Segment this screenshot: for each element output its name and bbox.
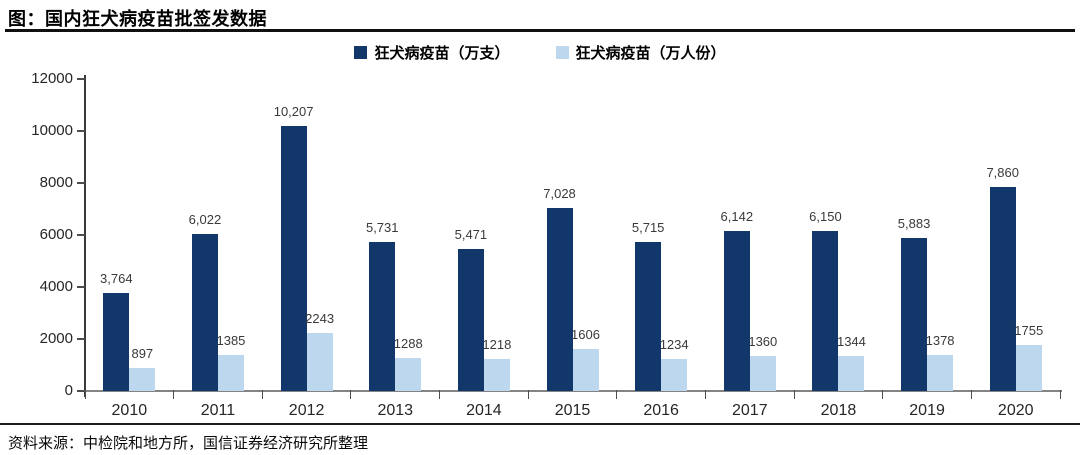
bar-group: 5,883 1378	[883, 79, 972, 391]
x-axis-label: 2011	[200, 402, 236, 419]
bar-value-label: 3,764	[100, 271, 133, 287]
bar-value-label: 897	[131, 345, 154, 361]
y-axis-tick-label: 2000	[39, 330, 73, 347]
bar-wanrenfen: 1755	[1014, 323, 1043, 391]
bar-group: 6,150 1344	[794, 79, 883, 391]
x-axis-line	[77, 390, 1062, 392]
x-axis-label: 2014	[466, 402, 502, 419]
bar-value-label: 5,715	[631, 220, 665, 236]
bar-wanzhi: 7,028	[543, 186, 576, 391]
bar-value-label: 6,150	[809, 209, 842, 225]
bar-value-label: 1755	[1014, 323, 1044, 339]
y-axis-tick-label: 6000	[39, 226, 73, 243]
bar-group: 5,715 1234	[617, 79, 706, 391]
legend-item-wanrenfen: 狂犬病疫苗（万人份）	[555, 42, 726, 63]
bar-group: 7,860 1755	[971, 79, 1060, 391]
bar-group: 6,022 1385	[174, 79, 263, 391]
x-axis-labels: 2010 2011 2012 2013 2014 2015 2016 2017 2018 2019…	[85, 402, 1060, 420]
legend-item-wanzhi: 狂犬病疫苗（万支）	[354, 42, 510, 63]
bar-wanzhi: 6,022	[189, 212, 221, 391]
bar-group: 3,764 897	[85, 79, 174, 391]
footer-divider	[0, 423, 1080, 425]
x-axis-label: 2012	[288, 402, 325, 419]
title-divider	[5, 29, 1075, 32]
bar-group: 6,142 1360	[705, 79, 794, 391]
bar-value-label: 5,471	[454, 226, 488, 242]
bar-wanzhi: 3,764	[100, 271, 133, 391]
x-axis-label: 2013	[377, 402, 414, 419]
x-axis-label: 2020	[997, 402, 1034, 419]
bar-value-label: 1288	[393, 335, 423, 351]
bar-value-label: 1218	[482, 337, 512, 353]
bar-group: 5,731 1288	[351, 79, 440, 391]
legend-label: 狂犬病疫苗（万人份）	[575, 45, 726, 62]
bar-wanrenfen: 1288	[394, 336, 423, 391]
bar-wanzhi: 5,715	[632, 220, 664, 391]
bar-wanzhi: 6,150	[809, 209, 842, 391]
x-axis-label: 2016	[643, 402, 679, 419]
bar-wanrenfen: 1385	[216, 333, 245, 391]
bar-wanzhi: 5,471	[455, 227, 487, 391]
legend-label: 狂犬病疫苗（万支）	[374, 45, 510, 62]
bar-value-label: 10,207	[273, 103, 314, 119]
bar-wanrenfen: 1378	[926, 333, 955, 391]
bar-value-label: 1385	[216, 333, 246, 348]
bar-value-label: 1606	[571, 327, 600, 343]
bar-value-label: 1378	[925, 333, 955, 349]
bar-value-label: 5,731	[365, 220, 399, 235]
bar-wanrenfen: 1344	[837, 334, 866, 391]
bar-value-label: 5,883	[897, 216, 931, 232]
y-axis-tick-label: 12000	[31, 70, 73, 87]
legend-swatch	[555, 46, 569, 59]
bar-value-label: 7,028	[543, 186, 576, 202]
bar-wanzhi: 7,860	[986, 165, 1019, 391]
y-axis-tick-label: 0	[64, 382, 73, 399]
bar-wanzhi: 5,883	[898, 216, 930, 391]
bar-wanrenfen: 1606	[571, 327, 600, 391]
bar-chart: 0 2000 4000 6000 8000 10000 12000 3,764 897 6,02…	[0, 64, 1080, 422]
page-title: 图：国内狂犬病疫苗批签发数据	[8, 9, 267, 29]
y-axis-tick-label: 8000	[39, 174, 73, 191]
source-note: 资料来源：中检院和地方所，国信证券经济研究所整理	[8, 435, 369, 452]
bar-wanrenfen: 897	[129, 346, 156, 391]
bar-value-label: 1234	[659, 336, 689, 352]
bar-value-label: 1344	[836, 334, 866, 350]
y-axis-line	[84, 75, 86, 397]
chart-legend: 狂犬病疫苗（万支） 狂犬病疫苗（万人份）	[0, 42, 1080, 63]
bar-wanrenfen: 1218	[482, 337, 511, 391]
x-axis-label: 2015	[554, 402, 591, 419]
bar-wanrenfen: 1360	[748, 334, 777, 391]
bar-value-label: 2243	[305, 310, 335, 326]
y-axis-tick-label: 4000	[39, 278, 73, 295]
bar-value-label: 6,022	[188, 212, 222, 228]
plot-area: 3,764 897 6,022 1385 10,207 2243 5,731 1288 5,47…	[85, 79, 1060, 391]
x-axis-label: 2010	[111, 402, 148, 419]
bar-value-label: 1360	[748, 333, 778, 349]
bar-wanrenfen: 1234	[660, 337, 689, 391]
bar-wanzhi: 6,142	[721, 209, 753, 391]
bar-value-label: 6,142	[720, 209, 754, 225]
bar-value-label: 7,860	[986, 164, 1019, 180]
x-axis-label: 2017	[732, 402, 768, 419]
y-axis-tick-label: 10000	[31, 122, 73, 139]
bar-wanzhi: 5,731	[366, 220, 399, 391]
x-axis-label: 2019	[909, 402, 945, 419]
bar-wanzhi: 10,207	[274, 104, 313, 391]
bar-wanrenfen: 2243	[305, 311, 334, 391]
bar-group: 5,471 1218	[440, 79, 529, 391]
bar-group: 10,207 2243	[262, 79, 351, 391]
y-axis-labels: 0 2000 4000 6000 8000 10000 12000	[0, 70, 73, 399]
bar-group: 7,028 1606	[528, 79, 617, 391]
x-axis-label: 2018	[820, 402, 857, 419]
legend-swatch	[354, 46, 368, 59]
